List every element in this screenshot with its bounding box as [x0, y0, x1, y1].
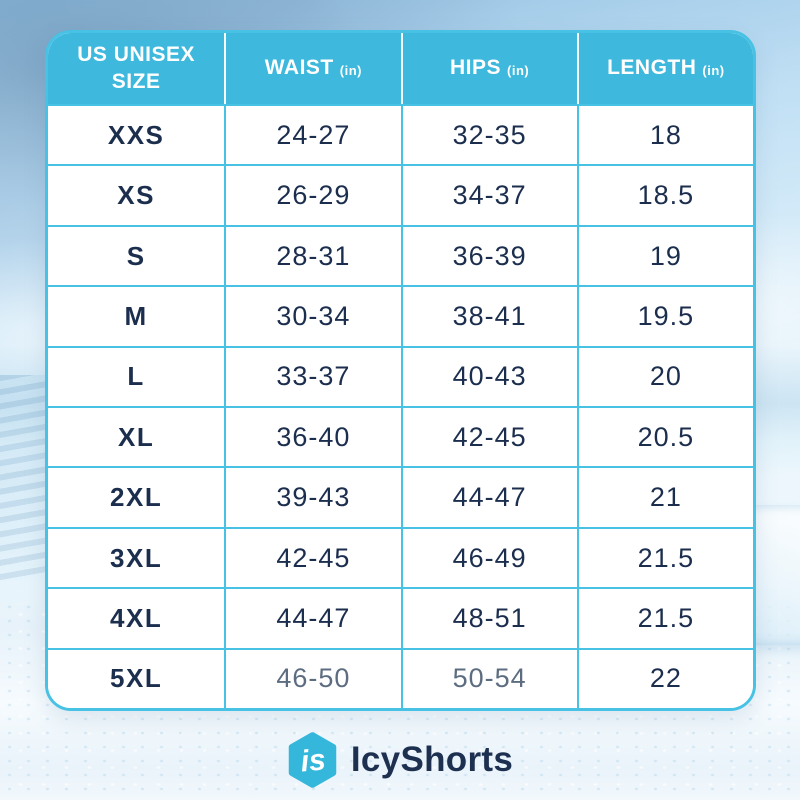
- size-cell: 3XL: [110, 542, 163, 573]
- hips-cell: 38-41: [400, 287, 577, 346]
- hips-cell: 40-43: [400, 347, 577, 407]
- logo-wordmark: IcyShorts: [350, 740, 514, 779]
- table-row: M 30-34 38-41 19.5: [48, 285, 753, 346]
- waist-cell: 39-43: [224, 468, 400, 527]
- waist-cell: 36-40: [224, 408, 400, 467]
- length-cell: 21.5: [576, 528, 753, 588]
- table-row: 4XL 44-47 48-51 21.5: [48, 587, 753, 648]
- waist-cell: 30-34: [224, 287, 400, 346]
- size-cell: XS: [117, 180, 155, 211]
- waist-cell: 28-31: [224, 226, 400, 286]
- waist-cell: 44-47: [224, 589, 400, 648]
- size-cell: 5XL: [110, 663, 163, 694]
- header-hips-label: HIPS: [450, 56, 502, 80]
- length-cell: 20.5: [576, 408, 753, 467]
- length-cell: 21: [576, 468, 753, 527]
- table-row: XL 36-40 42-45 20.5: [48, 406, 753, 467]
- size-chart-table: US UNISEX SIZE WAIST (in) HIPS (in) LENG…: [45, 30, 756, 711]
- table-row: 2XL 39-43 44-47 21: [48, 466, 753, 527]
- table-row: 5XL 46-50 50-54 22: [48, 647, 753, 708]
- size-cell: 2XL: [110, 482, 163, 513]
- header-cell-size: US UNISEX SIZE: [48, 33, 224, 104]
- waist-cell: 33-37: [224, 347, 400, 407]
- hips-cell: 42-45: [400, 408, 577, 467]
- length-cell: 22: [576, 649, 753, 708]
- size-cell: L: [127, 361, 145, 392]
- hips-cell: 34-37: [400, 166, 577, 225]
- length-cell: 19: [576, 226, 753, 286]
- table-row: XS 26-29 34-37 18.5: [48, 164, 753, 225]
- header-size-label: US UNISEX SIZE: [77, 43, 195, 93]
- table-row: S 28-31 36-39 19: [48, 224, 753, 286]
- header-cell-waist: WAIST (in): [224, 33, 400, 104]
- waist-cell: 26-29: [224, 166, 400, 225]
- hips-cell: 46-49: [400, 528, 577, 588]
- hips-cell: 48-51: [400, 589, 577, 648]
- table-row: 3XL 42-45 46-49 21.5: [48, 526, 753, 588]
- length-cell: 20: [576, 347, 753, 407]
- header-hips-unit: (in): [507, 62, 530, 78]
- size-cell: XL: [118, 421, 155, 452]
- header-length-label: LENGTH: [607, 56, 697, 80]
- ice-chunk-left: [0, 375, 46, 580]
- logo-monogram: is: [299, 743, 327, 778]
- length-cell: 18.5: [576, 166, 753, 225]
- size-cell: 4XL: [110, 602, 163, 633]
- hips-cell: 50-54: [400, 649, 577, 708]
- waist-cell: 42-45: [224, 528, 400, 588]
- table-row: XXS 24-27 32-35 18: [48, 104, 753, 165]
- waist-cell: 24-27: [224, 106, 400, 165]
- length-cell: 18: [576, 106, 753, 165]
- header-waist-label: WAIST: [264, 56, 334, 80]
- brand-logo: is IcyShorts: [0, 731, 800, 789]
- table-row: L 33-37 40-43 20: [48, 345, 753, 407]
- header-cell-length: LENGTH (in): [576, 33, 753, 104]
- header-length-unit: (in): [702, 62, 725, 78]
- length-cell: 21.5: [576, 589, 753, 648]
- hips-cell: 44-47: [400, 468, 577, 527]
- header-cell-hips: HIPS (in): [400, 33, 577, 104]
- size-cell: M: [124, 300, 148, 331]
- logo-hexagon-icon: is: [288, 732, 337, 788]
- hips-cell: 36-39: [400, 226, 577, 286]
- hips-cell: 32-35: [400, 106, 577, 165]
- waist-cell: 46-50: [224, 649, 400, 708]
- header-waist-unit: (in): [339, 62, 362, 78]
- size-cell: S: [126, 240, 146, 271]
- length-cell: 19.5: [576, 287, 753, 346]
- table-header-row: US UNISEX SIZE WAIST (in) HIPS (in) LENG…: [48, 33, 753, 104]
- size-cell: XXS: [107, 119, 165, 150]
